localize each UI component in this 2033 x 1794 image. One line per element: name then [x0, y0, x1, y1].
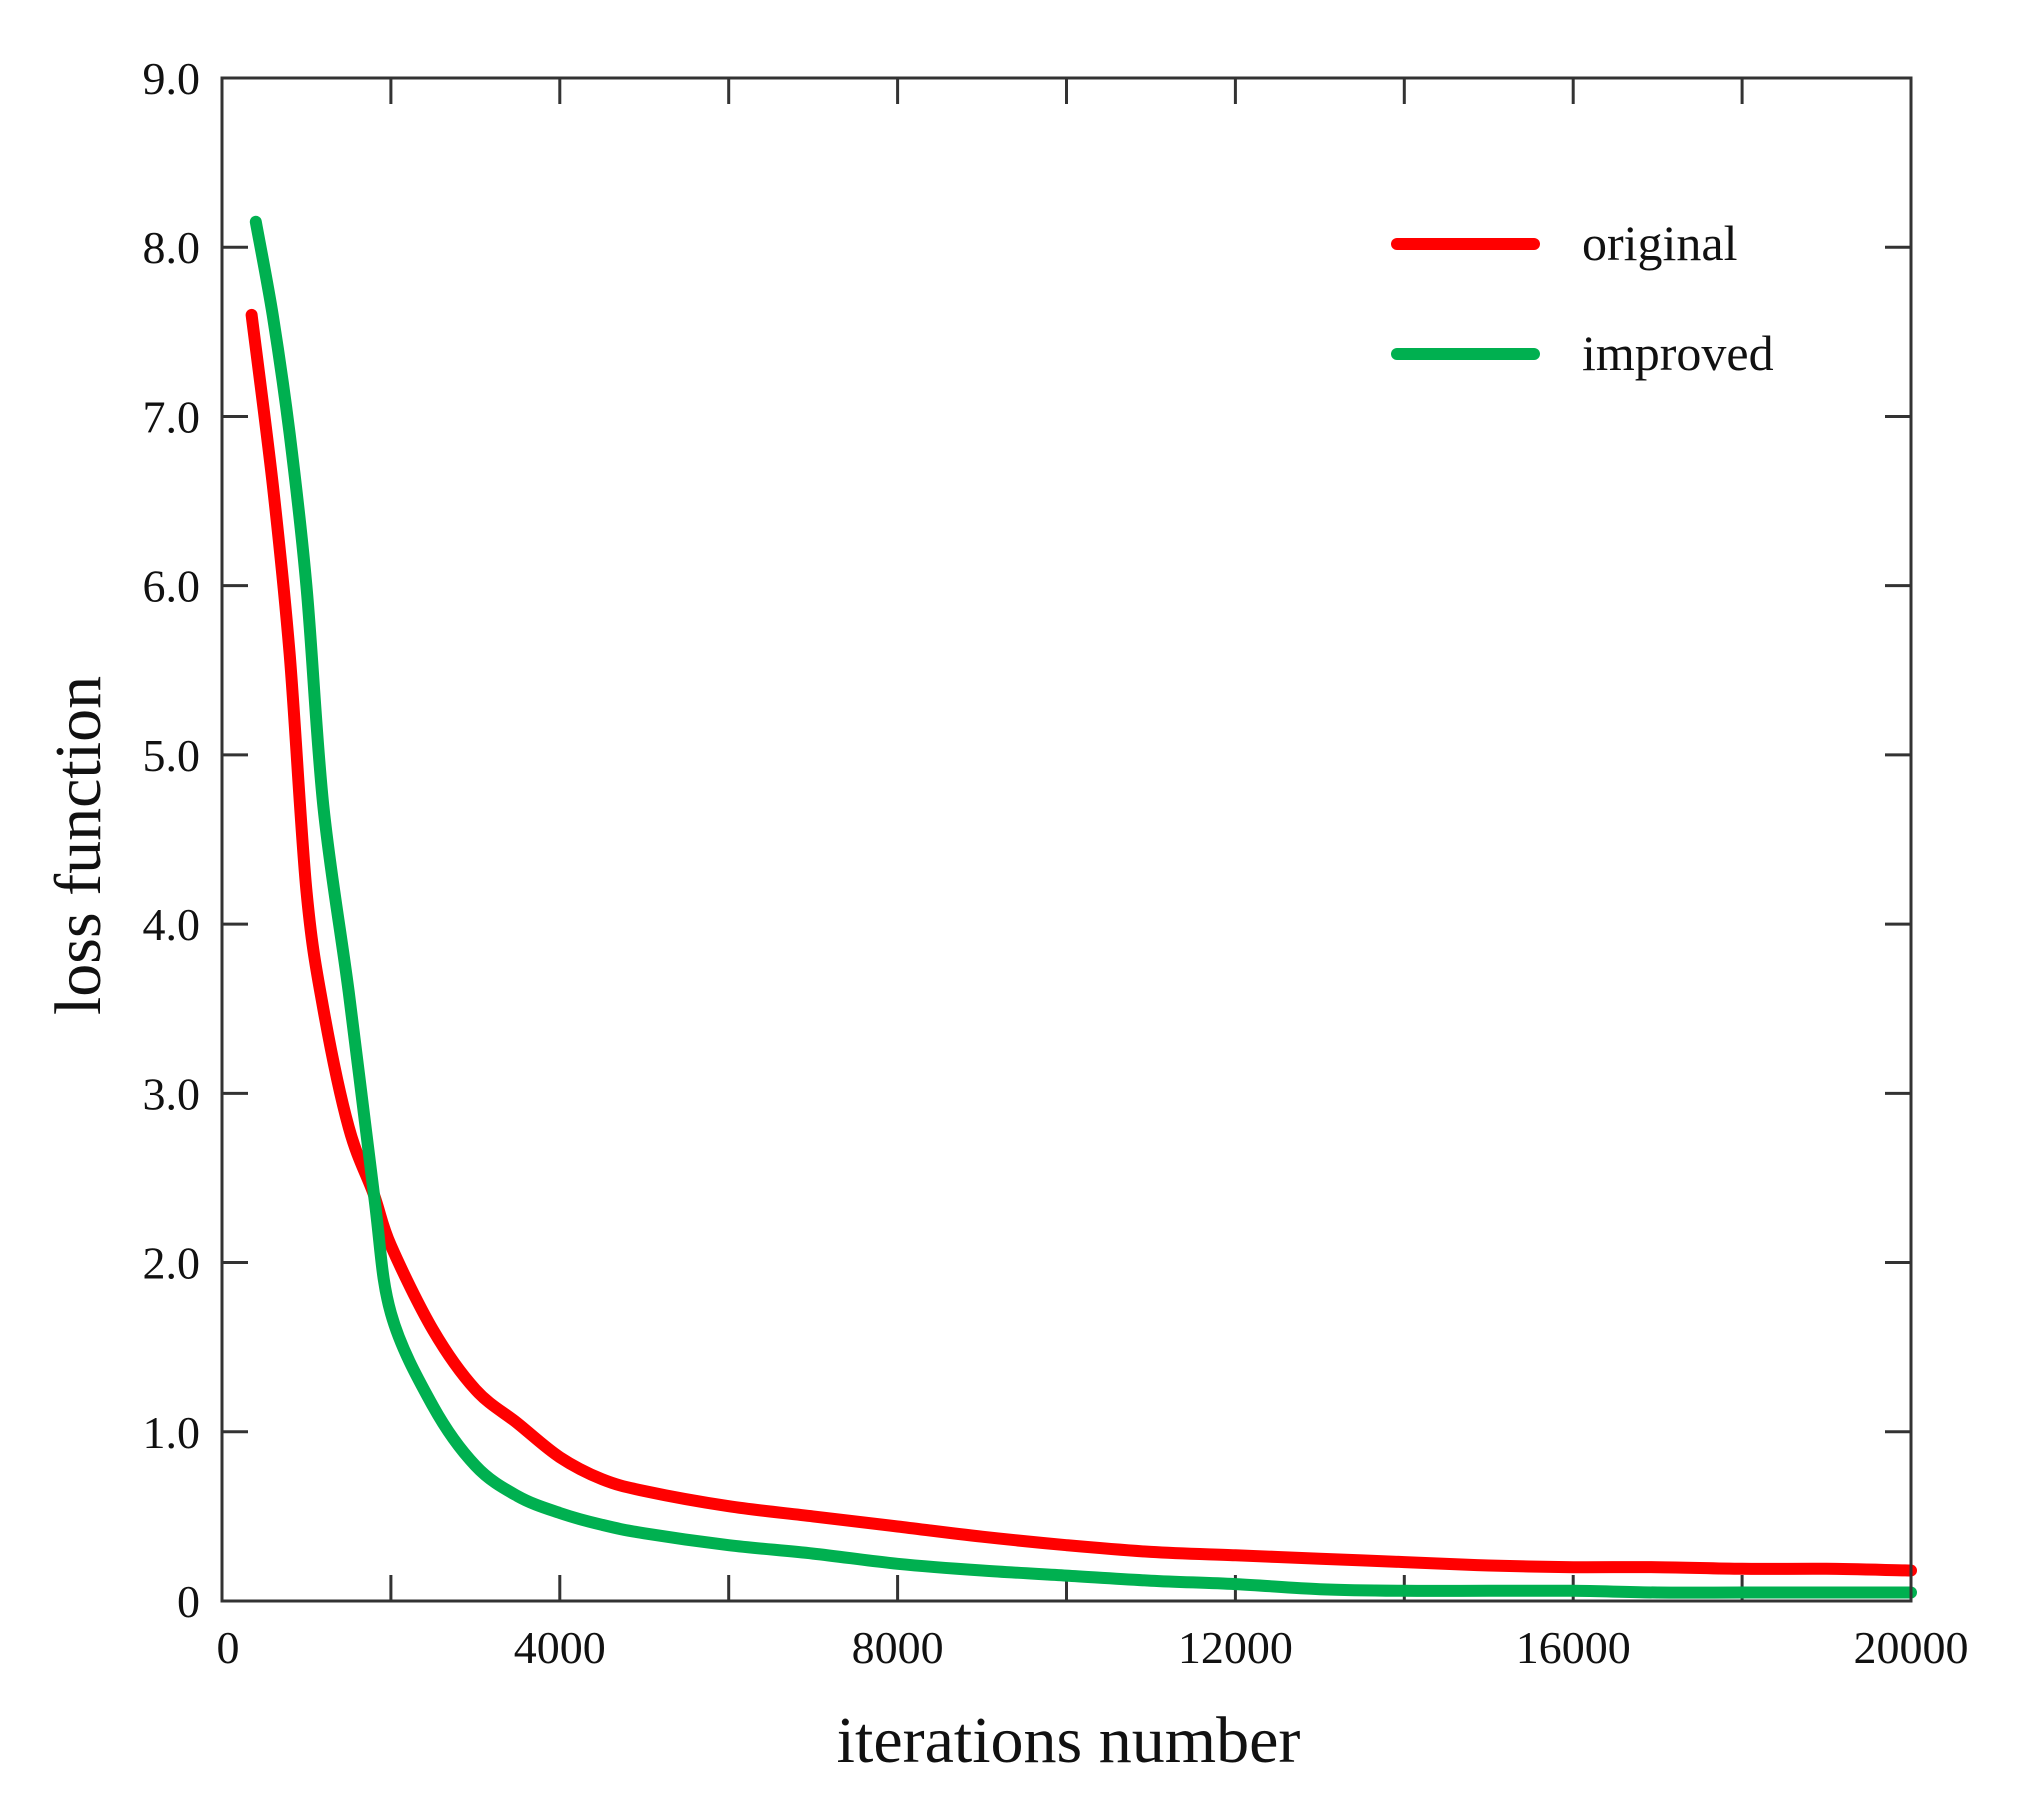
x-tick-labels: 0 4000 8000 12000 16000 20000 — [217, 1622, 1969, 1673]
x-axis-title: iterations number — [837, 1704, 1301, 1777]
x-tick-label: 4000 — [514, 1622, 606, 1673]
y-tick-label: 1.0 — [143, 1407, 201, 1458]
plot-frame — [220, 76, 1913, 1603]
legend-label-improved: improved — [1582, 325, 1774, 381]
y-tick-label: 8.0 — [143, 222, 201, 273]
x-tick-label: 20000 — [1854, 1622, 1969, 1673]
y-tick-label: 5.0 — [143, 730, 201, 781]
y-tick-labels: 0 1.0 2.0 3.0 4.0 5.0 6.0 7.0 8.0 9.0 — [143, 53, 201, 1627]
series-lines — [245, 215, 1917, 1599]
y-tick-label: 9.0 — [143, 53, 201, 104]
legend: original improved — [1391, 215, 1774, 381]
y-tick-label: 2.0 — [143, 1238, 201, 1289]
y-axis-title: loss function — [42, 676, 115, 1015]
y-tick-label: 0 — [177, 1576, 200, 1627]
series-line-original — [245, 308, 1917, 1577]
x-tick-label: 16000 — [1516, 1622, 1631, 1673]
y-tick-label: 6.0 — [143, 561, 201, 612]
series-line-improved — [249, 215, 1917, 1599]
legend-label-original: original — [1582, 215, 1738, 271]
y-tick-label: 7.0 — [143, 391, 201, 442]
x-tick-label: 0 — [217, 1622, 240, 1673]
y-tick-label: 3.0 — [143, 1068, 201, 1119]
axis-ticks — [222, 78, 1911, 1601]
x-tick-label: 8000 — [852, 1622, 944, 1673]
y-tick-label: 4.0 — [143, 899, 201, 950]
x-tick-label: 12000 — [1178, 1622, 1293, 1673]
